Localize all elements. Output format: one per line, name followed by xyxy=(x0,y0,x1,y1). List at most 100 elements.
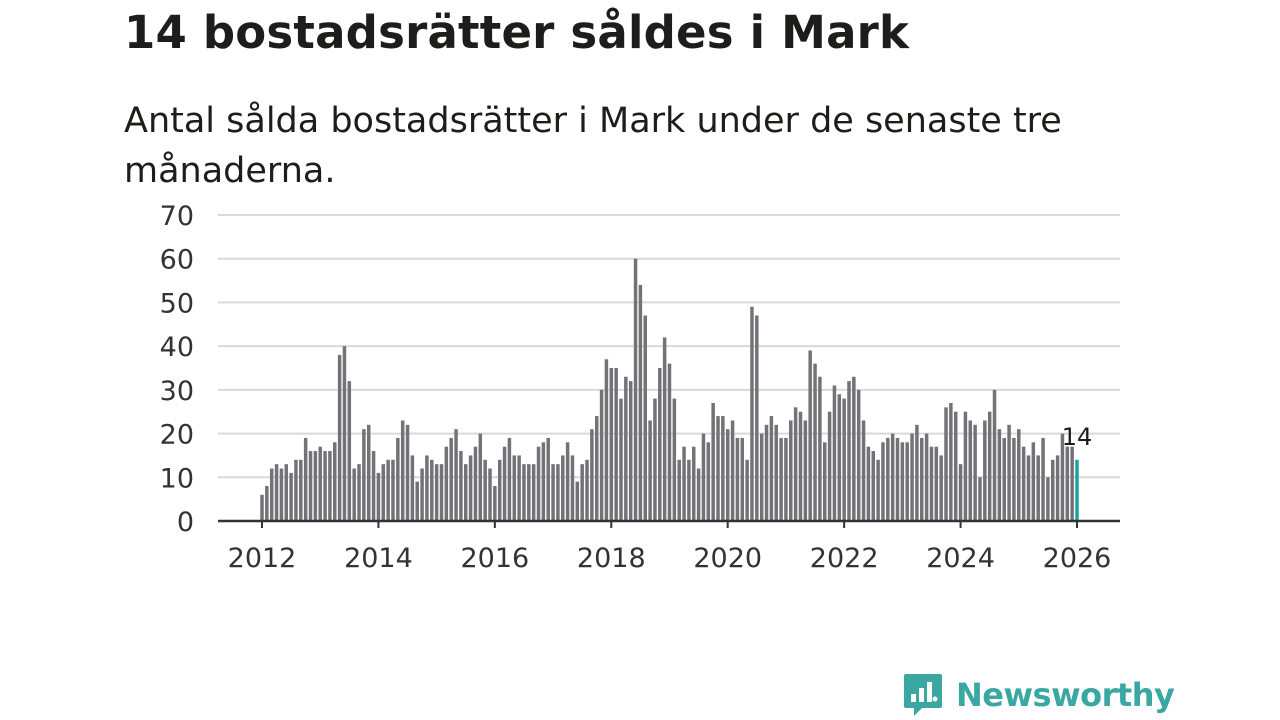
bar xyxy=(682,446,686,521)
bar xyxy=(1036,455,1040,521)
bar xyxy=(643,315,647,521)
bar xyxy=(701,433,706,521)
bar xyxy=(371,451,376,521)
bar xyxy=(696,468,701,521)
bar xyxy=(798,411,803,521)
bar xyxy=(265,486,269,521)
bar xyxy=(939,455,943,521)
bar xyxy=(653,398,657,521)
labels: 0 10 20 30 40 50 60 70 2012 2014 2016 2018 2020 2022 2… xyxy=(160,201,1112,574)
bar xyxy=(570,455,575,521)
bar xyxy=(721,416,725,521)
bar xyxy=(342,346,347,521)
bar xyxy=(1007,424,1011,521)
x-tick-label: 2014 xyxy=(344,543,413,574)
bar xyxy=(313,451,318,521)
bar xyxy=(900,442,905,521)
bar xyxy=(953,411,958,521)
bar xyxy=(924,433,929,521)
bar xyxy=(352,468,356,521)
bar xyxy=(512,455,517,521)
bar xyxy=(357,464,361,521)
bar xyxy=(614,368,618,521)
x-tick-label: 2020 xyxy=(693,543,762,574)
y-tick-label: 60 xyxy=(160,245,194,276)
bar xyxy=(522,464,526,521)
bar xyxy=(832,385,837,521)
bar xyxy=(619,398,623,521)
bar xyxy=(755,315,759,521)
bar xyxy=(881,442,885,521)
bar xyxy=(565,442,570,521)
bar xyxy=(997,429,1002,521)
bar xyxy=(478,433,483,521)
bar xyxy=(483,459,487,521)
bar xyxy=(871,451,875,521)
bar xyxy=(473,446,478,521)
bar xyxy=(575,481,580,521)
bar xyxy=(905,442,909,521)
bar xyxy=(347,381,352,521)
bar xyxy=(633,258,638,521)
bar xyxy=(856,389,861,521)
bar-highlight xyxy=(1075,459,1079,521)
bar xyxy=(978,477,982,521)
bar xyxy=(609,368,614,521)
bar xyxy=(725,429,730,521)
bar xyxy=(769,416,774,521)
bar xyxy=(415,481,419,521)
bar xyxy=(604,359,609,521)
y-tick-label: 0 xyxy=(177,507,194,538)
bar xyxy=(706,442,711,521)
bar xyxy=(789,420,793,521)
bar xyxy=(929,446,934,521)
bar xyxy=(517,455,521,521)
bar xyxy=(677,459,681,521)
bar xyxy=(410,455,415,521)
bar xyxy=(876,459,880,521)
x-tick-label: 2012 xyxy=(228,543,297,574)
x-tick-label: 2026 xyxy=(1043,543,1112,574)
bar xyxy=(497,459,502,521)
bar xyxy=(910,433,914,521)
bar xyxy=(299,459,303,521)
bar xyxy=(958,464,963,521)
bar xyxy=(308,451,313,521)
bar xyxy=(784,437,788,521)
bar xyxy=(527,464,531,521)
bar xyxy=(803,420,808,521)
bar xyxy=(507,437,512,521)
bar xyxy=(420,468,424,521)
newsworthy-logo-icon xyxy=(904,674,942,716)
bar xyxy=(818,376,822,521)
bar xyxy=(1051,459,1055,521)
bar xyxy=(890,433,895,521)
bar xyxy=(459,451,463,521)
bar xyxy=(1021,446,1026,521)
bar xyxy=(687,459,691,521)
bar xyxy=(318,446,322,521)
bar xyxy=(468,455,473,521)
y-tick-label: 10 xyxy=(160,463,194,494)
bar xyxy=(541,442,546,521)
bar xyxy=(934,446,939,521)
highlight-value-label: 14 xyxy=(1062,423,1093,451)
bar xyxy=(430,459,434,521)
bar xyxy=(822,442,827,521)
bar xyxy=(493,486,497,521)
bar xyxy=(328,451,332,521)
bar xyxy=(1070,446,1074,521)
bar xyxy=(1041,437,1045,521)
bar xyxy=(594,416,599,521)
bar xyxy=(963,411,968,521)
bar xyxy=(808,350,812,521)
bar xyxy=(260,494,264,521)
x-tick-label: 2016 xyxy=(460,543,529,574)
bar xyxy=(949,402,953,521)
bar xyxy=(827,411,832,521)
bar xyxy=(837,394,842,521)
bars xyxy=(260,258,1079,521)
bar xyxy=(531,464,536,521)
bar xyxy=(323,451,327,521)
bar xyxy=(735,437,740,521)
